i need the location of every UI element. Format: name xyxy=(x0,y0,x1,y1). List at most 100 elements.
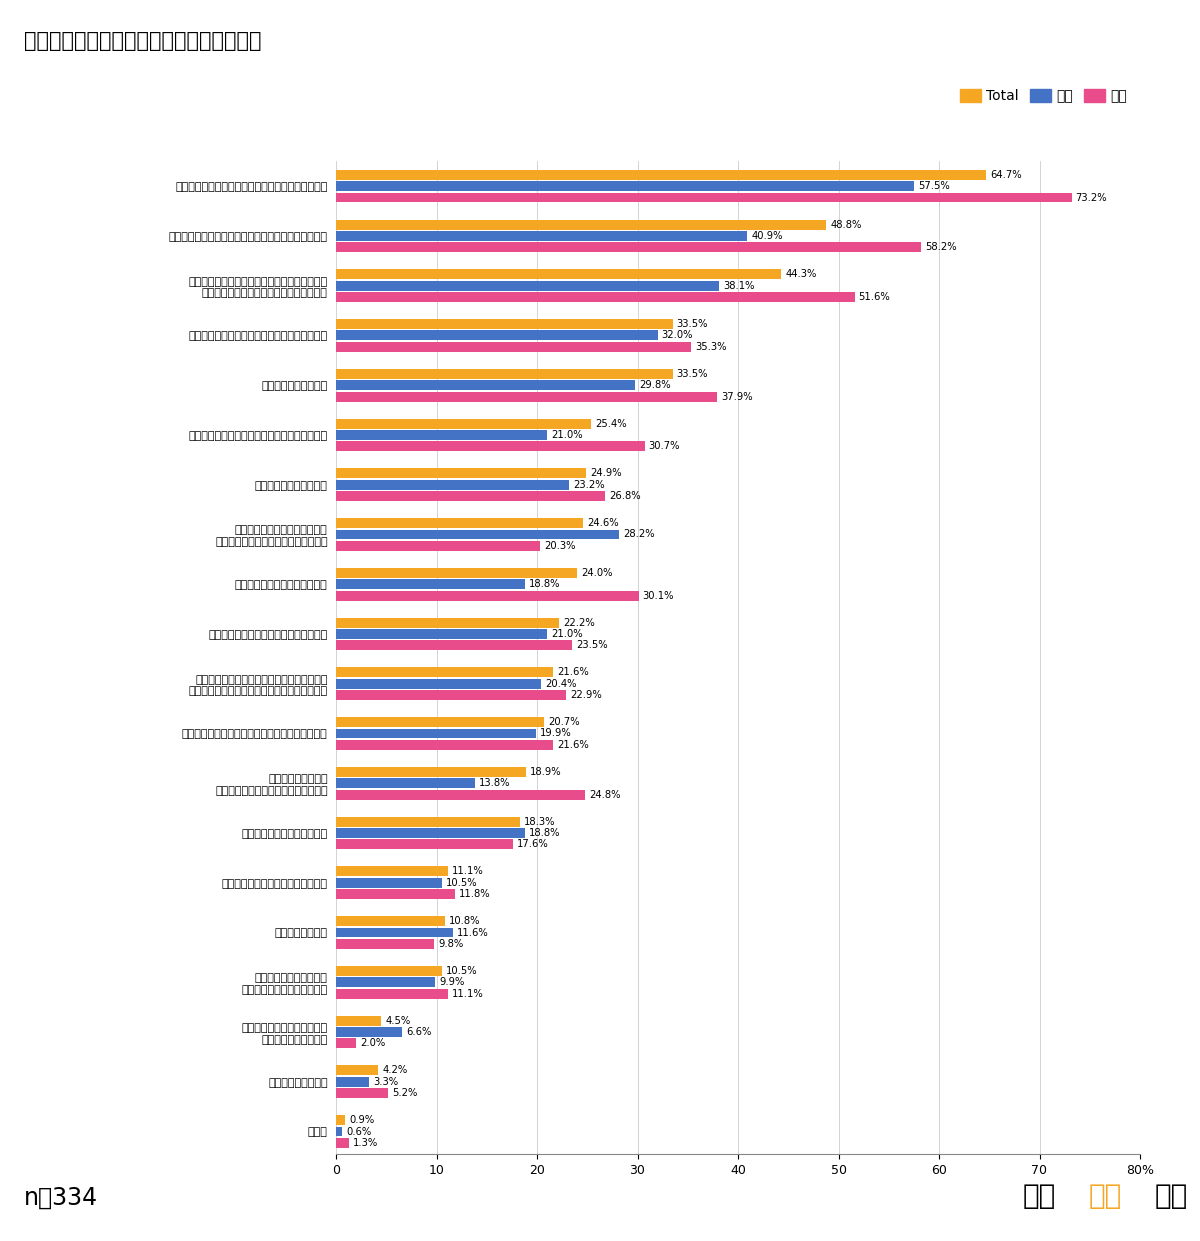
Bar xyxy=(336,629,547,639)
Text: 24.6%: 24.6% xyxy=(587,519,619,529)
Text: 44.3%: 44.3% xyxy=(785,269,817,279)
Text: 4.5%: 4.5% xyxy=(385,1015,410,1026)
Bar xyxy=(336,789,586,799)
Text: 2.0%: 2.0% xyxy=(360,1039,385,1049)
Legend: Total, 男性, 女性: Total, 男性, 女性 xyxy=(954,84,1133,109)
Text: 33.5%: 33.5% xyxy=(677,369,708,379)
Text: 35.3%: 35.3% xyxy=(695,341,726,351)
Text: 18.8%: 18.8% xyxy=(529,828,560,838)
Bar xyxy=(336,580,524,589)
Bar xyxy=(336,778,475,788)
Bar xyxy=(336,170,986,180)
Bar xyxy=(336,369,673,379)
Text: 30.7%: 30.7% xyxy=(648,442,680,452)
Text: 25.4%: 25.4% xyxy=(595,418,626,428)
Bar xyxy=(336,965,442,975)
Text: 10.5%: 10.5% xyxy=(445,877,478,887)
Bar xyxy=(336,866,448,876)
Bar xyxy=(336,220,827,230)
Bar xyxy=(336,618,559,628)
Text: 5.2%: 5.2% xyxy=(392,1088,418,1098)
Bar xyxy=(336,541,540,551)
Text: 64.7%: 64.7% xyxy=(990,170,1022,180)
Text: 9.9%: 9.9% xyxy=(439,977,464,988)
Bar xyxy=(336,916,444,926)
Bar xyxy=(336,668,553,678)
Bar xyxy=(336,341,691,351)
Bar xyxy=(336,568,577,578)
Text: 73.2%: 73.2% xyxy=(1075,192,1108,202)
Text: 21.6%: 21.6% xyxy=(557,740,589,750)
Text: 22.9%: 22.9% xyxy=(570,690,602,700)
Text: 21.0%: 21.0% xyxy=(551,629,583,639)
Text: 20.7%: 20.7% xyxy=(548,717,580,727)
Bar xyxy=(336,1138,349,1148)
Text: 10.5%: 10.5% xyxy=(445,965,478,975)
Text: 18.8%: 18.8% xyxy=(529,580,560,589)
Text: 21.0%: 21.0% xyxy=(551,429,583,441)
Text: 24.8%: 24.8% xyxy=(589,789,620,799)
Text: 23.5%: 23.5% xyxy=(576,640,608,650)
Bar xyxy=(336,767,526,777)
Bar xyxy=(336,319,673,329)
Text: 29.8%: 29.8% xyxy=(640,380,671,390)
Text: 11.6%: 11.6% xyxy=(457,927,488,937)
Text: 21.6%: 21.6% xyxy=(557,668,589,678)
Text: リモ: リモ xyxy=(1088,1181,1122,1210)
Text: 40.9%: 40.9% xyxy=(751,231,782,241)
Text: 4.2%: 4.2% xyxy=(383,1066,408,1076)
Text: 22.2%: 22.2% xyxy=(563,618,595,628)
Bar xyxy=(336,839,512,849)
Bar xyxy=(336,1015,382,1025)
Text: 20.3%: 20.3% xyxy=(544,541,576,551)
Bar xyxy=(336,292,854,302)
Text: 9.8%: 9.8% xyxy=(438,938,463,949)
Bar xyxy=(336,480,569,490)
Bar xyxy=(336,192,1072,202)
Text: 57.5%: 57.5% xyxy=(918,181,949,191)
Text: 24.0%: 24.0% xyxy=(581,568,613,578)
Text: 18.9%: 18.9% xyxy=(530,767,562,777)
Text: 3.3%: 3.3% xyxy=(373,1077,398,1087)
Bar xyxy=(336,418,592,428)
Text: 23.2%: 23.2% xyxy=(574,480,605,490)
Text: 38.1%: 38.1% xyxy=(722,280,755,290)
Text: 6.6%: 6.6% xyxy=(407,1028,432,1037)
Bar xyxy=(336,468,587,478)
Text: 30.1%: 30.1% xyxy=(642,591,674,601)
Text: 32.0%: 32.0% xyxy=(661,330,694,340)
Bar xyxy=(336,1088,389,1098)
Bar xyxy=(336,280,719,290)
Bar xyxy=(336,519,583,529)
Text: 【図５】給与が下がってもいいと思う理由: 【図５】給与が下がってもいいと思う理由 xyxy=(24,31,262,51)
Bar xyxy=(336,1077,370,1087)
Bar xyxy=(336,927,452,937)
Bar xyxy=(336,442,644,452)
Bar xyxy=(336,392,716,402)
Bar xyxy=(336,231,748,241)
Text: 13.8%: 13.8% xyxy=(479,778,510,788)
Bar xyxy=(336,269,781,279)
Bar xyxy=(336,380,636,390)
Bar xyxy=(336,640,572,650)
Bar xyxy=(336,242,920,252)
Text: 11.8%: 11.8% xyxy=(458,889,491,898)
Text: 28.2%: 28.2% xyxy=(624,530,655,540)
Bar xyxy=(336,817,520,827)
Text: 20.4%: 20.4% xyxy=(545,679,576,689)
Text: 58.2%: 58.2% xyxy=(925,242,956,252)
Text: 10.8%: 10.8% xyxy=(449,916,480,926)
Bar xyxy=(336,939,434,949)
Text: 11.1%: 11.1% xyxy=(451,866,484,876)
Text: 33.5%: 33.5% xyxy=(677,319,708,329)
Text: 総研: 総研 xyxy=(1154,1181,1188,1210)
Text: 0.9%: 0.9% xyxy=(349,1116,374,1126)
Bar xyxy=(336,591,638,601)
Bar xyxy=(336,1127,342,1137)
Text: 11.1%: 11.1% xyxy=(451,989,484,999)
Bar xyxy=(336,491,605,501)
Bar xyxy=(336,717,544,727)
Text: 19.9%: 19.9% xyxy=(540,728,571,738)
Text: 48.8%: 48.8% xyxy=(830,220,862,230)
Bar xyxy=(336,1116,346,1126)
